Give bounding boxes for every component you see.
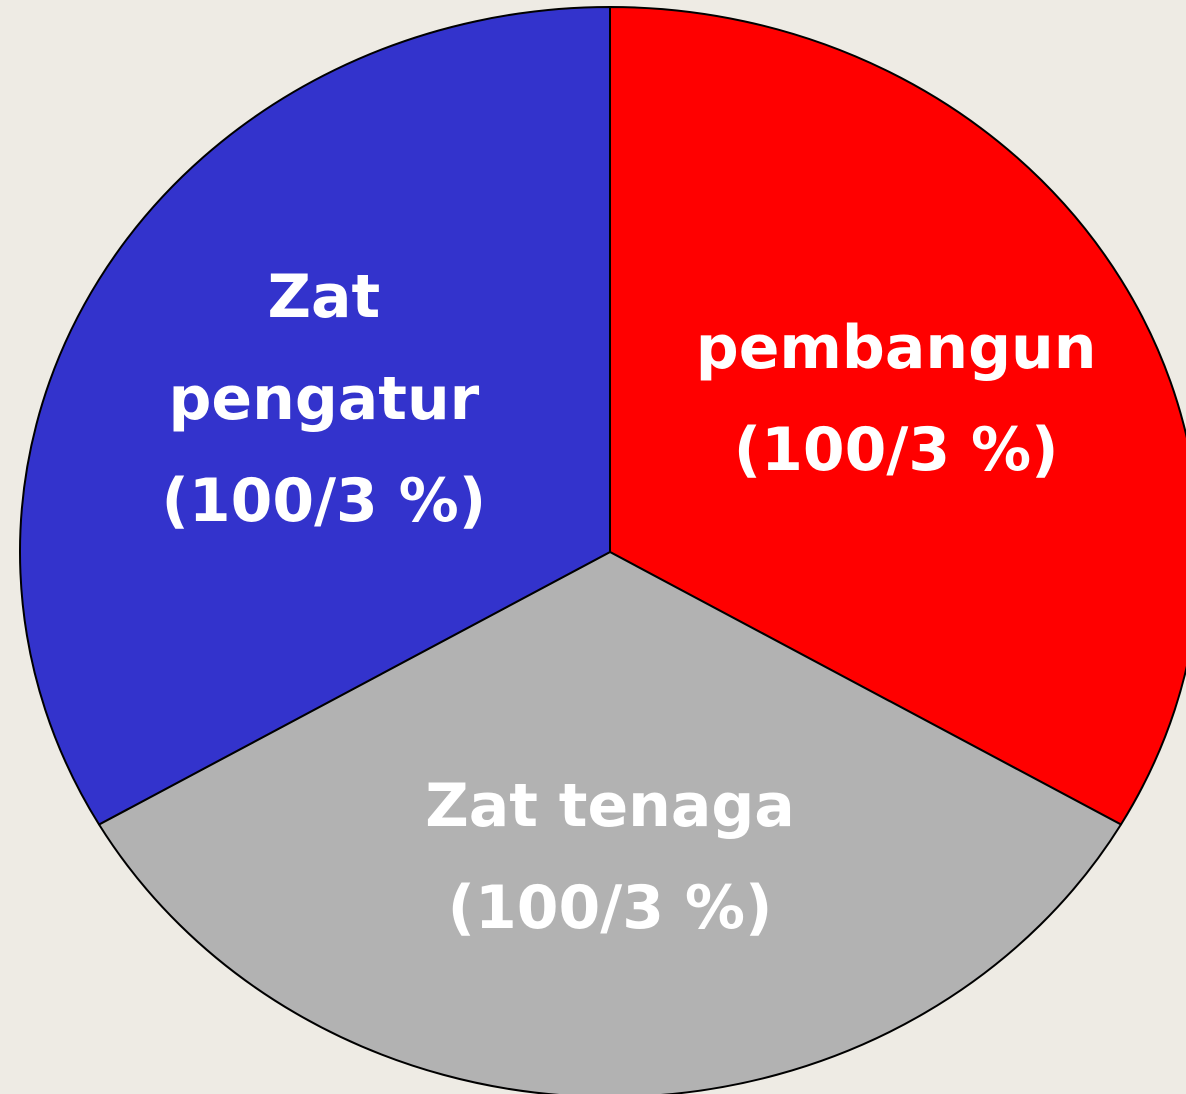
category-label: Zat pengatur	[168, 262, 480, 435]
category-label: Zat tenaga	[425, 771, 795, 842]
slice-label: Zat tenaga (100/3 %)	[425, 755, 795, 959]
slice-label: pembangun (100/3 %)	[696, 297, 1097, 501]
category-label: pembangun	[695, 313, 1097, 384]
value-label: (100/3 %)	[161, 466, 487, 537]
slice-label: Zat pengatur (100/3 %)	[138, 246, 510, 552]
value-label: (100/3 %)	[447, 873, 773, 944]
value-label: (100/3 %)	[733, 415, 1059, 486]
pie-slice	[19, 6, 611, 826]
pie-slice	[98, 551, 1122, 1094]
